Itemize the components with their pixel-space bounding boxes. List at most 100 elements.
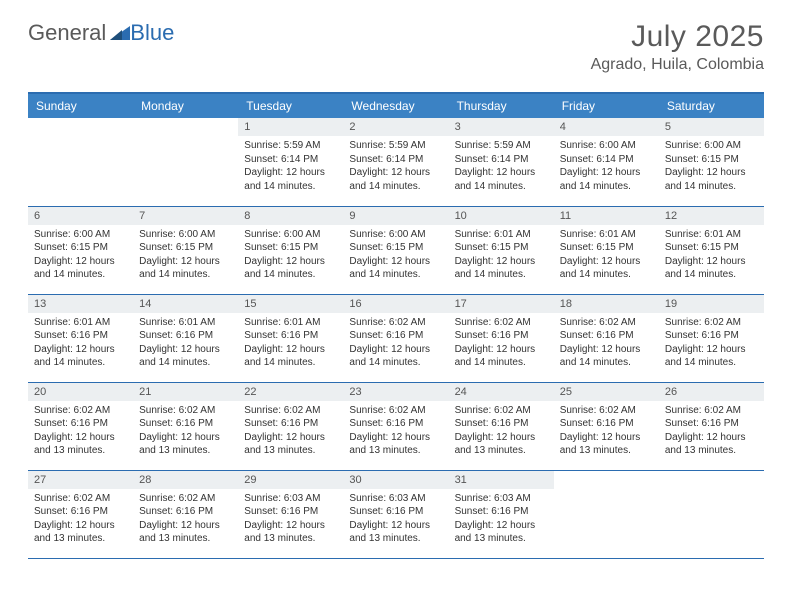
sunset-text: Sunset: 6:16 PM — [349, 417, 442, 431]
daylight-text: Daylight: 12 hours and 14 minutes. — [560, 166, 653, 193]
day-number: 24 — [449, 383, 554, 401]
calendar-row: 20Sunrise: 6:02 AMSunset: 6:16 PMDayligh… — [28, 382, 764, 470]
calendar-cell: 9Sunrise: 6:00 AMSunset: 6:15 PMDaylight… — [343, 206, 448, 294]
day-details: Sunrise: 6:03 AMSunset: 6:16 PMDaylight:… — [343, 489, 448, 552]
sunrise-text: Sunrise: 5:59 AM — [455, 139, 548, 153]
location-text: Agrado, Huila, Colombia — [591, 56, 764, 74]
sunrise-text: Sunrise: 6:02 AM — [455, 404, 548, 418]
triangle-icon — [110, 20, 130, 46]
daylight-text: Daylight: 12 hours and 13 minutes. — [139, 519, 232, 546]
daylight-text: Daylight: 12 hours and 13 minutes. — [349, 519, 442, 546]
day-number: 27 — [28, 471, 133, 489]
day-details: Sunrise: 6:02 AMSunset: 6:16 PMDaylight:… — [28, 489, 133, 552]
sunset-text: Sunset: 6:16 PM — [139, 329, 232, 343]
day-number: 21 — [133, 383, 238, 401]
sunrise-text: Sunrise: 6:02 AM — [34, 404, 127, 418]
daylight-text: Daylight: 12 hours and 13 minutes. — [34, 519, 127, 546]
day-details: Sunrise: 6:03 AMSunset: 6:16 PMDaylight:… — [449, 489, 554, 552]
sunrise-text: Sunrise: 6:02 AM — [560, 404, 653, 418]
sunrise-text: Sunrise: 6:02 AM — [244, 404, 337, 418]
day-details: Sunrise: 6:01 AMSunset: 6:15 PMDaylight:… — [449, 225, 554, 288]
daylight-text: Daylight: 12 hours and 14 minutes. — [455, 166, 548, 193]
day-number: 3 — [449, 118, 554, 136]
day-number: 17 — [449, 295, 554, 313]
calendar-cell — [133, 118, 238, 206]
sunset-text: Sunset: 6:15 PM — [665, 153, 758, 167]
day-number: 30 — [343, 471, 448, 489]
calendar-cell: 16 Sunrise: 6:02 AMSunset: 6:16 PMDayligh… — [343, 294, 448, 382]
sunrise-text: Sunrise: 6:02 AM — [349, 316, 442, 330]
calendar-cell: 28Sunrise: 6:02 AMSunset: 6:16 PMDayligh… — [133, 470, 238, 558]
sunrise-text: Sunrise: 6:02 AM — [665, 404, 758, 418]
calendar-cell: 21Sunrise: 6:02 AMSunset: 6:16 PMDayligh… — [133, 382, 238, 470]
sunset-text: Sunset: 6:16 PM — [349, 329, 442, 343]
daylight-text: Daylight: 12 hours and 13 minutes. — [665, 431, 758, 458]
daylight-text: Daylight: 12 hours and 14 minutes. — [560, 343, 653, 370]
sunset-text: Sunset: 6:14 PM — [349, 153, 442, 167]
sunrise-text: Sunrise: 6:01 AM — [244, 316, 337, 330]
sunset-text: Sunset: 6:16 PM — [455, 329, 548, 343]
sunset-text: Sunset: 6:14 PM — [455, 153, 548, 167]
sunrise-text: Sunrise: 6:02 AM — [665, 316, 758, 330]
sunrise-text: Sunrise: 6:02 AM — [139, 492, 232, 506]
sunset-text: Sunset: 6:15 PM — [560, 241, 653, 255]
calendar-cell: 15Sunrise: 6:01 AMSunset: 6:16 PMDayligh… — [238, 294, 343, 382]
day-details: Sunrise: 6:01 AMSunset: 6:16 PMDaylight:… — [238, 313, 343, 376]
day-number: 14 — [133, 295, 238, 313]
sunrise-text: Sunrise: 6:00 AM — [244, 228, 337, 242]
calendar-cell: 18Sunrise: 6:02 AMSunset: 6:16 PMDayligh… — [554, 294, 659, 382]
day-details: Sunrise: 6:02 AMSunset: 6:16 PMDaylight:… — [133, 401, 238, 464]
sunset-text: Sunset: 6:15 PM — [244, 241, 337, 255]
daylight-text: Daylight: 12 hours and 13 minutes. — [560, 431, 653, 458]
calendar-cell: 20Sunrise: 6:02 AMSunset: 6:16 PMDayligh… — [28, 382, 133, 470]
daylight-text: Daylight: 12 hours and 14 minutes. — [455, 255, 548, 282]
calendar-cell: 6Sunrise: 6:00 AMSunset: 6:15 PMDaylight… — [28, 206, 133, 294]
sunrise-text: Sunrise: 6:01 AM — [665, 228, 758, 242]
page-header: General Blue July 2025 Agrado, Huila, Co… — [28, 20, 764, 74]
calendar-cell: 4Sunrise: 6:00 AMSunset: 6:14 PMDaylight… — [554, 118, 659, 206]
calendar-body: 1Sunrise: 5:59 AMSunset: 6:14 PMDaylight… — [28, 118, 764, 558]
daylight-text: Daylight: 12 hours and 13 minutes. — [34, 431, 127, 458]
calendar-cell — [28, 118, 133, 206]
calendar-cell: 5Sunrise: 6:00 AMSunset: 6:15 PMDaylight… — [659, 118, 764, 206]
sunset-text: Sunset: 6:16 PM — [139, 417, 232, 431]
calendar-cell: 23Sunrise: 6:02 AMSunset: 6:16 PMDayligh… — [343, 382, 448, 470]
daylight-text: Daylight: 12 hours and 14 minutes. — [139, 255, 232, 282]
sunrise-text: Sunrise: 6:02 AM — [455, 316, 548, 330]
sunrise-text: Sunrise: 6:01 AM — [455, 228, 548, 242]
calendar-cell: 29Sunrise: 6:03 AMSunset: 6:16 PMDayligh… — [238, 470, 343, 558]
daylight-text: Daylight: 12 hours and 14 minutes. — [244, 166, 337, 193]
day-number: 25 — [554, 383, 659, 401]
calendar-cell: 13Sunrise: 6:01 AMSunset: 6:16 PMDayligh… — [28, 294, 133, 382]
sunset-text: Sunset: 6:16 PM — [244, 417, 337, 431]
day-details: Sunrise: 6:02 AMSunset: 6:16 PMDaylight:… — [554, 401, 659, 464]
calendar-cell — [659, 470, 764, 558]
sunrise-text: Sunrise: 6:00 AM — [665, 139, 758, 153]
sunrise-text: Sunrise: 6:01 AM — [34, 316, 127, 330]
daylight-text: Daylight: 12 hours and 14 minutes. — [349, 343, 442, 370]
sunset-text: Sunset: 6:16 PM — [244, 329, 337, 343]
month-title: July 2025 — [591, 20, 764, 54]
day-number: 22 — [238, 383, 343, 401]
sunrise-text: Sunrise: 6:02 AM — [139, 404, 232, 418]
day-details: Sunrise: 6:01 AMSunset: 6:16 PMDaylight:… — [133, 313, 238, 376]
day-number: 13 — [28, 295, 133, 313]
daylight-text: Daylight: 12 hours and 14 minutes. — [349, 255, 442, 282]
daylight-text: Daylight: 12 hours and 14 minutes. — [349, 166, 442, 193]
daylight-text: Daylight: 12 hours and 14 minutes. — [139, 343, 232, 370]
day-header: Thursday — [449, 93, 554, 118]
day-number: 20 — [28, 383, 133, 401]
sunrise-text: Sunrise: 6:03 AM — [244, 492, 337, 506]
calendar-cell: 22Sunrise: 6:02 AMSunset: 6:16 PMDayligh… — [238, 382, 343, 470]
calendar-row: 6Sunrise: 6:00 AMSunset: 6:15 PMDaylight… — [28, 206, 764, 294]
day-details: Sunrise: 6:02 AMSunset: 6:16 PMDaylight:… — [659, 401, 764, 464]
day-number: 16 — [343, 295, 448, 313]
day-details: Sunrise: 6:02 AMSunset: 6:16 PMDaylight:… — [659, 313, 764, 376]
day-number: 12 — [659, 207, 764, 225]
day-details: Sunrise: 6:00 AMSunset: 6:15 PMDaylight:… — [343, 225, 448, 288]
daylight-text: Daylight: 12 hours and 14 minutes. — [455, 343, 548, 370]
sunset-text: Sunset: 6:15 PM — [34, 241, 127, 255]
calendar-cell: 1Sunrise: 5:59 AMSunset: 6:14 PMDaylight… — [238, 118, 343, 206]
calendar-row: 13Sunrise: 6:01 AMSunset: 6:16 PMDayligh… — [28, 294, 764, 382]
day-number: 26 — [659, 383, 764, 401]
